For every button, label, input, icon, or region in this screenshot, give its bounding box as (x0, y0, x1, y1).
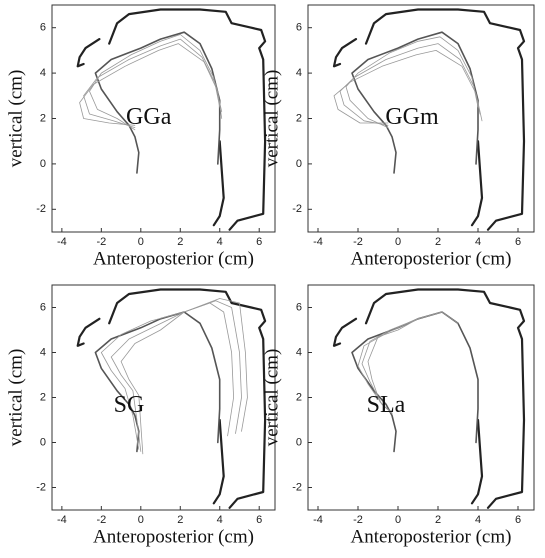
x-tick-label: -4 (57, 236, 67, 248)
y-tick-label: 6 (40, 301, 46, 313)
x-tick-label: 6 (256, 236, 262, 248)
y-tick-label: 4 (40, 67, 46, 79)
y-tick-label: 0 (40, 436, 46, 448)
y-tick-label: 0 (296, 436, 302, 448)
y-tick-label: 0 (40, 158, 46, 170)
contour (361, 311, 443, 414)
y-tick-label: 6 (296, 301, 302, 313)
contour (76, 288, 267, 509)
y-tick-label: -2 (292, 203, 302, 215)
y-axis-label: vertical (cm) (5, 70, 26, 168)
y-tick-label: 6 (296, 22, 302, 34)
x-axis-label: Anteroposterior (cm) (351, 526, 512, 547)
x-tick-label: -2 (353, 514, 363, 526)
y-tick-label: 4 (296, 346, 302, 358)
y-axis-label: vertical (cm) (261, 349, 282, 447)
x-tick-label: 6 (515, 514, 521, 526)
x-axis-label: Anteroposterior (cm) (93, 526, 254, 547)
contour (120, 298, 248, 455)
contour (79, 43, 223, 126)
contour (100, 302, 234, 450)
contour (110, 300, 242, 452)
y-tick-label: 0 (296, 158, 302, 170)
x-tick-label: -4 (313, 514, 323, 526)
x-tick-label: 6 (256, 514, 262, 526)
x-tick-label: 4 (475, 514, 481, 526)
y-tick-label: 2 (296, 112, 302, 124)
x-tick-label: -2 (96, 236, 106, 248)
x-tick-label: -2 (96, 514, 106, 526)
contour (333, 50, 483, 124)
contour (94, 311, 221, 453)
contour (332, 288, 526, 509)
x-tick-label: 2 (435, 236, 441, 248)
contour (339, 43, 481, 126)
x-tick-label: 4 (217, 236, 223, 248)
contour (367, 311, 443, 414)
y-tick-label: -2 (36, 481, 46, 493)
x-tick-label: -4 (313, 236, 323, 248)
contour (351, 311, 479, 453)
x-tick-label: -4 (57, 514, 67, 526)
x-tick-label: 6 (515, 236, 521, 248)
x-tick-label: 4 (475, 236, 481, 248)
contour (83, 38, 223, 128)
contour (345, 36, 479, 128)
x-tick-label: 2 (177, 514, 183, 526)
panel-label: GGm (385, 104, 439, 130)
contour (76, 8, 267, 231)
x-axis-label: Anteroposterior (cm) (93, 248, 254, 269)
y-axis-label: vertical (cm) (261, 70, 282, 168)
x-tick-label: 2 (177, 236, 183, 248)
y-tick-label: 4 (40, 346, 46, 358)
x-tick-label: -2 (353, 236, 363, 248)
y-tick-label: 6 (40, 22, 46, 34)
contour (89, 34, 221, 131)
y-axis-label: vertical (cm) (5, 349, 26, 447)
panel-label: GGa (126, 104, 172, 130)
y-tick-label: 2 (40, 391, 46, 403)
y-tick-label: 4 (296, 67, 302, 79)
contour (332, 8, 526, 231)
y-tick-label: 2 (296, 391, 302, 403)
y-tick-label: 2 (40, 112, 46, 124)
x-tick-label: 0 (138, 514, 144, 526)
x-tick-label: 0 (395, 514, 401, 526)
contour (351, 31, 479, 174)
x-tick-label: 0 (395, 236, 401, 248)
x-tick-label: 4 (217, 514, 223, 526)
y-tick-label: -2 (292, 481, 302, 493)
x-tick-label: 2 (435, 514, 441, 526)
y-tick-label: -2 (36, 203, 46, 215)
panel-label: SG (114, 392, 145, 418)
panel-label: SLa (367, 392, 406, 418)
x-axis-label: Anteroposterior (cm) (351, 248, 512, 269)
x-tick-label: 0 (138, 236, 144, 248)
